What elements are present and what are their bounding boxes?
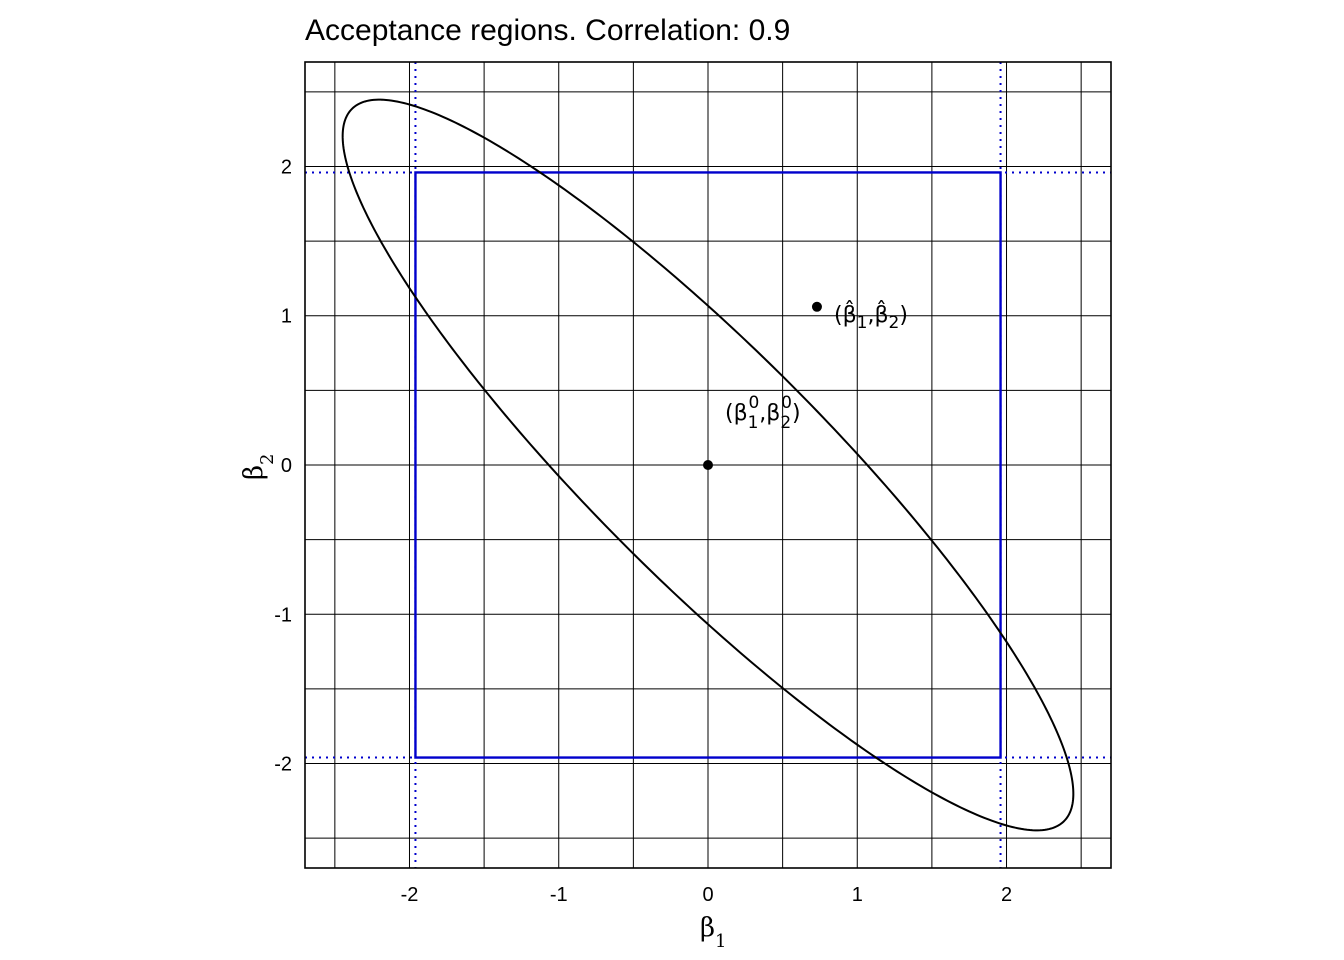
null-label-sup1: 0	[748, 393, 759, 413]
est-label-sub2: 2	[889, 313, 900, 333]
y-axis-label-main: β	[239, 465, 269, 480]
x-axis-label-main: β	[700, 913, 715, 943]
acceptance-box-rect	[414, 171, 1002, 759]
est-label-beta2: β̂	[874, 301, 888, 328]
y-axis-label-sub: 2	[257, 454, 278, 465]
y-tick-label: 2	[281, 156, 292, 178]
est-label-beta1: β̂	[843, 301, 857, 328]
acceptance-box	[414, 171, 1002, 759]
chart-title: Acceptance regions. Correlation: 0.9	[305, 14, 790, 47]
est-label-close: )	[899, 303, 908, 328]
x-axis-label-sub: 1	[715, 931, 726, 952]
x-axis-label: β1	[700, 913, 726, 952]
x-tick-label: -1	[550, 884, 568, 906]
points-layer	[703, 301, 822, 470]
x-tick-label: -2	[401, 884, 419, 906]
null-label-sup2: 0	[781, 393, 792, 413]
est-label-open: (	[834, 303, 843, 328]
estimate-point	[811, 301, 822, 312]
est-label-comma: ,	[867, 303, 874, 328]
y-axis-label: β2	[239, 454, 278, 480]
null-label-sub2: 2	[780, 413, 791, 433]
plot-border	[304, 61, 1112, 869]
null-point-label: (β10,β20)	[725, 393, 801, 433]
x-tick-label: 2	[1001, 884, 1012, 906]
y-tick-label: 1	[281, 306, 292, 328]
est-label-sub1: 1	[857, 313, 868, 333]
y-tick-label: -1	[274, 604, 292, 626]
x-tick-label: 0	[702, 884, 713, 906]
null-label-mid: ,β	[759, 401, 780, 426]
null-label-close: )	[792, 401, 801, 426]
acceptance-ellipse	[341, 98, 1075, 832]
null-label-open: (β	[725, 401, 748, 426]
null-label-sub1: 1	[748, 413, 759, 433]
null-point	[703, 460, 713, 470]
estimate-point-label: (β̂1,β̂2)	[834, 301, 908, 333]
y-tick-label: 0	[281, 455, 292, 477]
x-tick-label: 1	[852, 884, 863, 906]
y-tick-label: -2	[274, 754, 292, 776]
ellipse-path	[341, 98, 1075, 832]
